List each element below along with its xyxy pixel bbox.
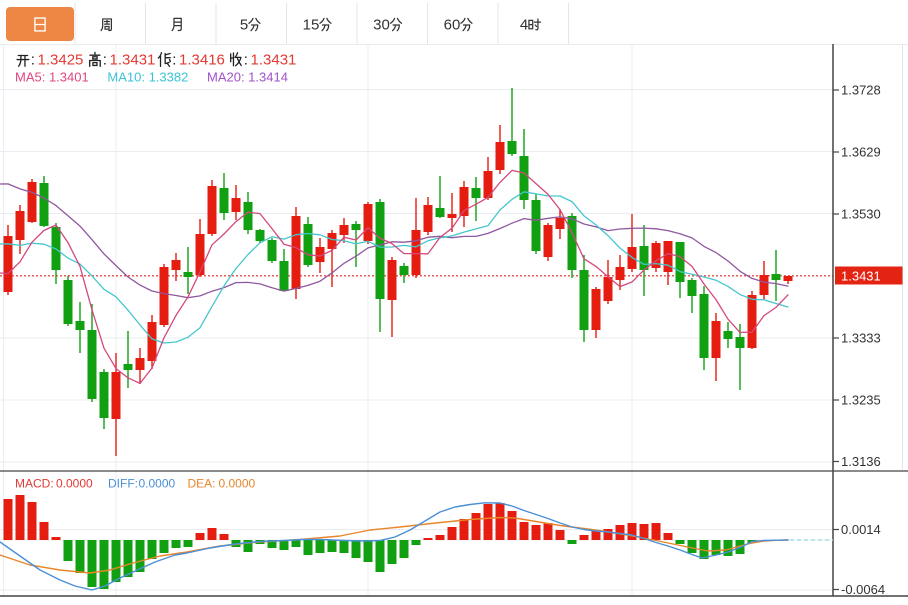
svg-text:MACD:: MACD:: [15, 477, 54, 491]
svg-text:60: 60: [444, 17, 461, 34]
svg-text::: :: [172, 52, 176, 69]
svg-text:DIFF:: DIFF:: [108, 477, 138, 491]
svg-text:MA10: 1.3382: MA10: 1.3382: [107, 70, 188, 85]
svg-text:1.3235: 1.3235: [841, 393, 881, 408]
svg-text:1.3431: 1.3431: [110, 52, 156, 69]
svg-text:1.3425: 1.3425: [38, 52, 84, 69]
svg-text:1.3629: 1.3629: [841, 145, 881, 160]
svg-text:0.0000: 0.0000: [56, 477, 93, 491]
svg-text:1.3728: 1.3728: [841, 83, 881, 98]
svg-text:0.0000: 0.0000: [139, 477, 176, 491]
svg-text:4: 4: [520, 17, 528, 34]
svg-text:1.3136: 1.3136: [841, 454, 881, 469]
svg-text:1.3333: 1.3333: [841, 331, 881, 346]
svg-text:30: 30: [373, 17, 390, 34]
svg-text:MA5: 1.3401: MA5: 1.3401: [15, 70, 89, 85]
svg-text:0.0000: 0.0000: [219, 477, 256, 491]
svg-text:-0.0064: -0.0064: [841, 582, 885, 597]
svg-text:DEA:: DEA:: [188, 477, 216, 491]
svg-text:1.3431: 1.3431: [841, 269, 881, 284]
svg-text:15: 15: [303, 17, 320, 34]
svg-text::: :: [244, 52, 248, 69]
svg-text::: :: [31, 52, 35, 69]
svg-text:5: 5: [240, 17, 248, 34]
svg-text:0.0014: 0.0014: [841, 522, 881, 537]
svg-text:1.3530: 1.3530: [841, 207, 881, 222]
svg-text:1.3431: 1.3431: [251, 52, 297, 69]
svg-text:MA20: 1.3414: MA20: 1.3414: [207, 70, 288, 85]
svg-text:1.3416: 1.3416: [179, 52, 225, 69]
svg-text::: :: [103, 52, 107, 69]
